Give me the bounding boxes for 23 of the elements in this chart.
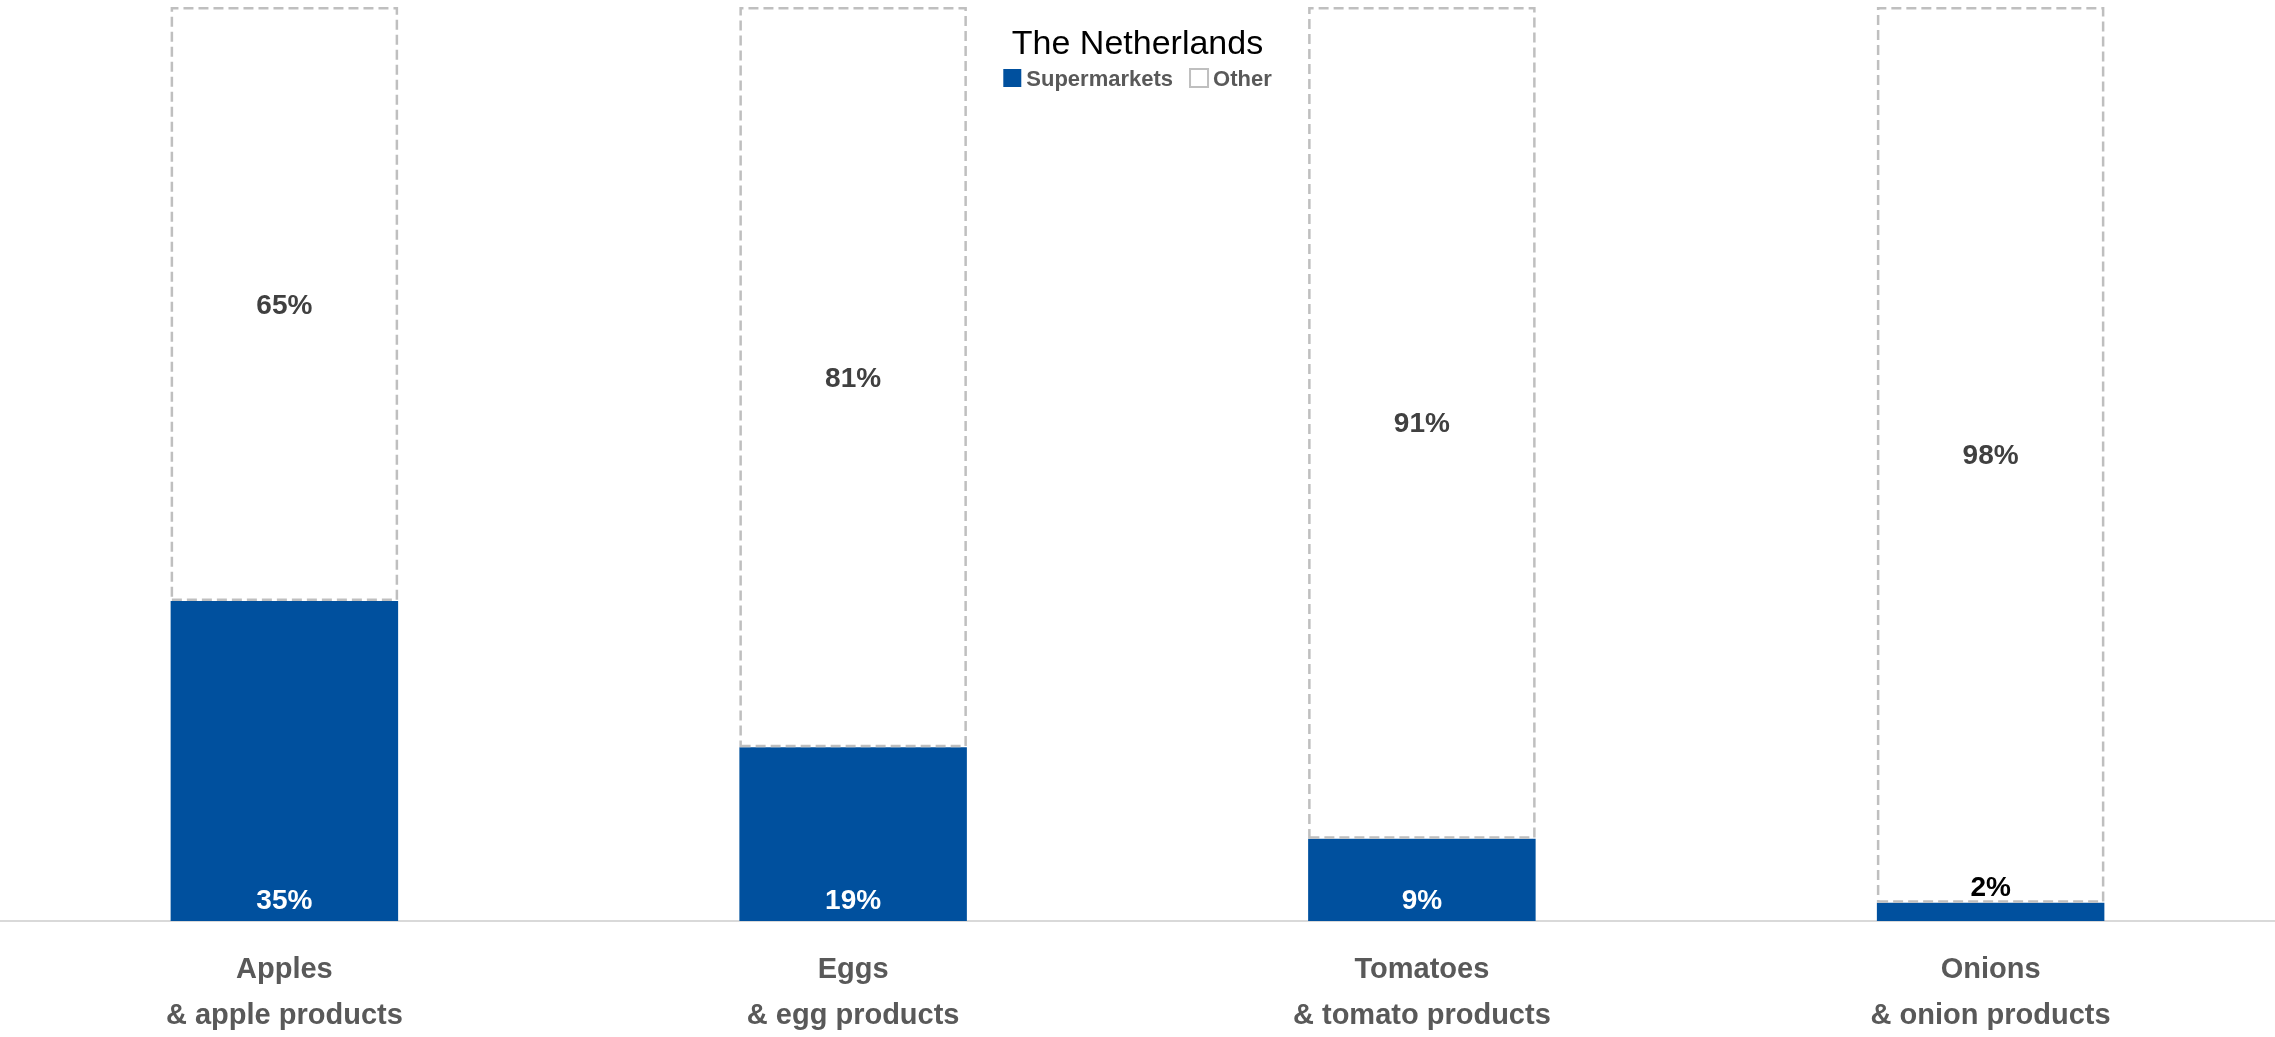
x-tick-label: Apples & apple products <box>165 952 403 1030</box>
x-tick-label: Onions & onion products <box>1870 952 2111 1030</box>
data-label: 9% <box>1401 883 1443 915</box>
data-label: 65% <box>256 288 313 320</box>
text: The Netherlands <box>1011 23 1264 61</box>
legend-label: Supermarkets <box>1026 65 1174 91</box>
data-label: 35% <box>256 883 313 915</box>
bar <box>739 747 967 921</box>
bar <box>170 601 399 921</box>
bar <box>1308 838 1536 921</box>
bar <box>1876 902 2105 921</box>
data-label: 81% <box>825 361 882 393</box>
legend-label: Other <box>1213 65 1273 91</box>
data-label: 19% <box>825 883 882 915</box>
data-label: 98% <box>1962 439 2019 471</box>
data-label: 91% <box>1393 407 1450 439</box>
x-tick-label: Eggs & egg products <box>746 952 960 1030</box>
x-tick-label: Tomatoes & tomato products <box>1292 952 1551 1030</box>
bar <box>170 7 399 602</box>
bar <box>1308 7 1536 839</box>
bar <box>1876 7 2105 903</box>
bar <box>739 7 967 748</box>
data-label: 2% <box>1970 871 2011 903</box>
